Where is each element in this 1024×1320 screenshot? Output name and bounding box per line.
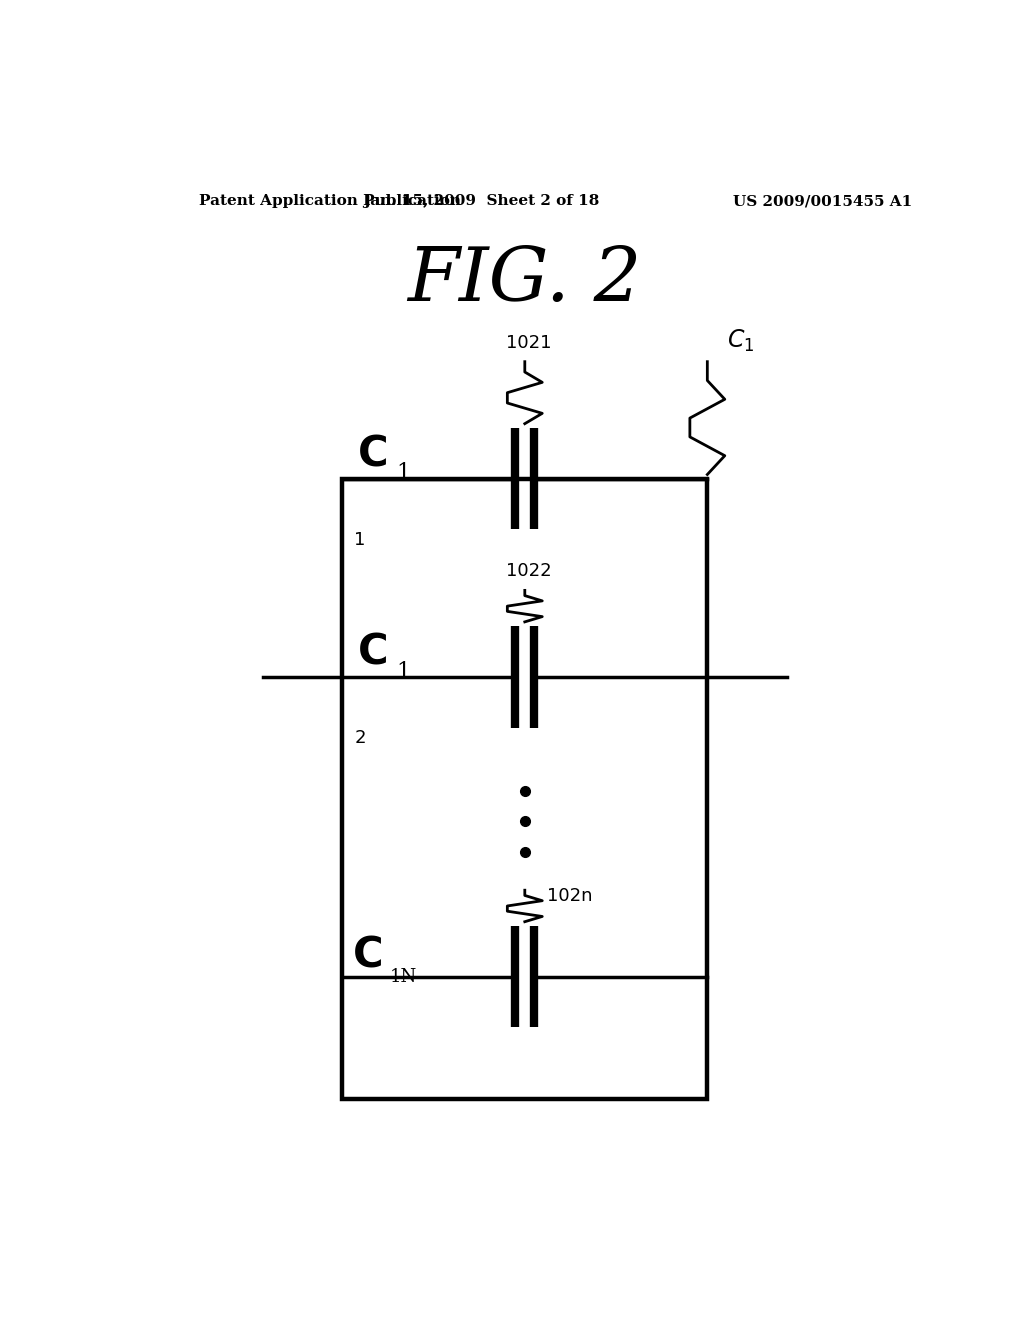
- Text: 102n: 102n: [547, 887, 593, 904]
- Bar: [342, 479, 708, 1098]
- Text: $C_1$: $C_1$: [727, 327, 755, 354]
- Text: Patent Application Publication: Patent Application Publication: [200, 194, 462, 209]
- Text: 2: 2: [354, 729, 366, 747]
- Text: $\mathbf{C}$: $\mathbf{C}$: [356, 631, 386, 672]
- Text: $\mathbf{C}$: $\mathbf{C}$: [356, 432, 386, 474]
- Text: US 2009/0015455 A1: US 2009/0015455 A1: [733, 194, 912, 209]
- Text: 1021: 1021: [506, 334, 552, 351]
- Text: Jan. 15, 2009  Sheet 2 of 18: Jan. 15, 2009 Sheet 2 of 18: [362, 194, 599, 209]
- Text: $\mathbf{C}$: $\mathbf{C}$: [352, 933, 382, 975]
- Text: 1N: 1N: [390, 968, 417, 986]
- Text: 1: 1: [396, 661, 411, 682]
- Text: FIG. 2: FIG. 2: [408, 244, 642, 317]
- Text: 1: 1: [396, 462, 411, 484]
- Text: 1: 1: [354, 531, 366, 549]
- Text: 1022: 1022: [506, 562, 552, 581]
